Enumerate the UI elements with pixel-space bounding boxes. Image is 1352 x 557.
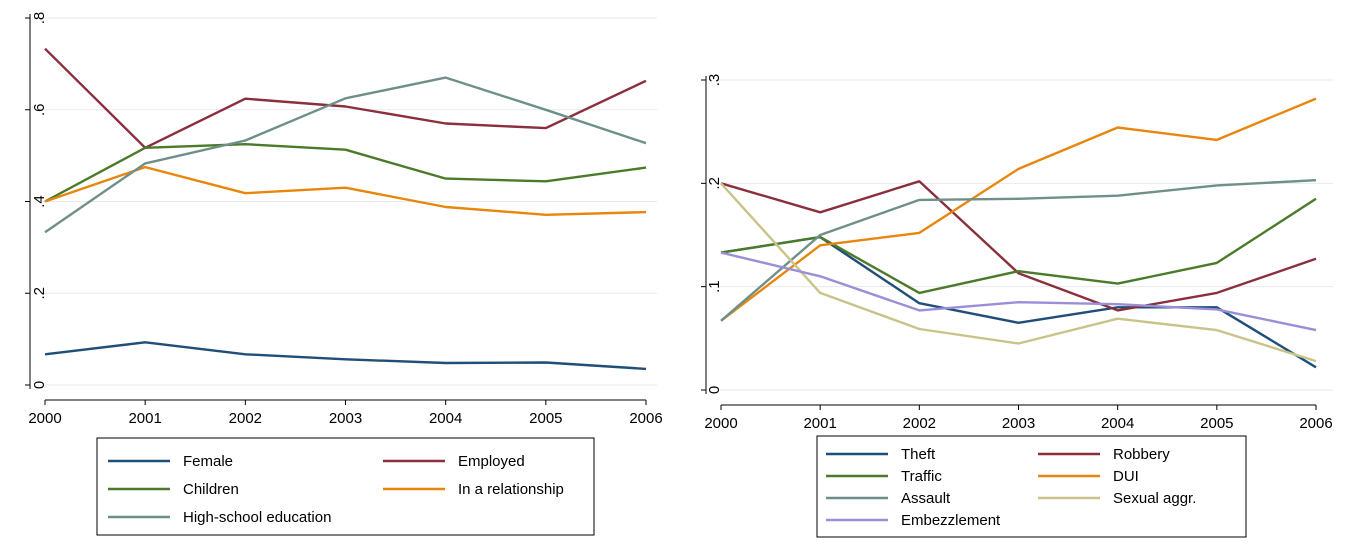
y-tick-label: .2	[706, 177, 723, 190]
y-tick-label: .8	[31, 12, 48, 25]
legend-label-employed: Employed	[458, 453, 525, 470]
series-line-robbery	[720, 180, 1317, 312]
series-line-dui	[720, 97, 1317, 322]
legend-label-in-a-relationship: In a relationship	[458, 481, 564, 498]
y-tick-label: 0	[31, 381, 48, 389]
series-line-children	[44, 142, 647, 203]
legend-label-assault: Assault	[901, 490, 951, 507]
x-tick-label: 2006	[1299, 415, 1332, 432]
series-line-traffic	[720, 197, 1317, 295]
x-tick-label: 2001	[128, 410, 161, 427]
legend-label-high-school-education: High-school education	[183, 509, 331, 526]
x-tick-label: 2006	[629, 410, 662, 427]
x-tick-label: 2003	[1002, 415, 1035, 432]
legend-label-robbery: Robbery	[1113, 446, 1170, 463]
legend-label-traffic: Traffic	[901, 468, 942, 485]
y-tick-label: .3	[706, 74, 723, 87]
y-tick-label: .4	[31, 195, 48, 208]
x-tick-label: 2000	[28, 410, 61, 427]
y-tick-label: 0	[706, 386, 723, 394]
chart-offense-types: 0 .1 .2 .3 2000 2001 2002 2003 2004 2005 2006 Theft…	[701, 74, 1333, 538]
x-tick-label: 2005	[529, 410, 562, 427]
x-tick-label: 2002	[903, 415, 936, 432]
x-tick-label: 2004	[1101, 415, 1134, 432]
y-tick-label: .1	[706, 280, 723, 293]
legend	[816, 435, 1247, 538]
series-line-high-school-education	[44, 76, 647, 234]
series-line-in-a-relationship	[44, 165, 647, 217]
x-tick-label: 2003	[329, 410, 362, 427]
y-tick-label: .2	[31, 287, 48, 300]
x-tick-label: 2000	[704, 415, 737, 432]
series-line-assault	[720, 179, 1317, 322]
legend-label-theft: Theft	[901, 446, 936, 463]
legend-label-female: Female	[183, 453, 233, 470]
chart-personal-characteristics: 0 .2 .4 .6 .8 2000 2001 2002 2003 2004 2005 2006 Fem…	[25, 12, 663, 536]
series-line-sexual-aggr	[720, 182, 1317, 363]
x-tick-label: 2001	[803, 415, 836, 432]
legend	[96, 437, 595, 536]
y-tick-label: .6	[31, 103, 48, 116]
x-tick-label: 2002	[229, 410, 262, 427]
legend-label-embezzlement: Embezzlement	[901, 512, 1001, 529]
legend-label-sexual-aggr: Sexual aggr.	[1113, 490, 1196, 507]
series-line-embezzlement	[720, 251, 1317, 332]
legend-label-dui: DUI	[1113, 468, 1139, 485]
series-line-female	[44, 341, 647, 371]
legend-label-children: Children	[183, 481, 239, 498]
x-tick-label: 2004	[429, 410, 462, 427]
x-tick-label: 2005	[1200, 415, 1233, 432]
